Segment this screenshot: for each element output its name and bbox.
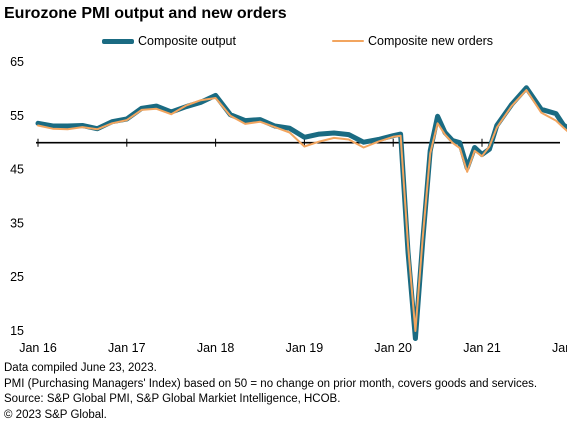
x-tick-label: Jan 19 bbox=[286, 341, 324, 355]
x-tick-label: Jan 17 bbox=[108, 341, 146, 355]
x-tick-label: Jan 16 bbox=[19, 341, 57, 355]
y-tick-label: 65 bbox=[10, 55, 24, 69]
legend-item-composite-output: Composite output bbox=[102, 34, 236, 48]
series-line-composite-output bbox=[35, 85, 567, 341]
chart-title: Eurozone PMI output and new orders bbox=[4, 5, 287, 22]
footnote-data-compiled: Data compiled June 23, 2023. bbox=[4, 362, 157, 374]
y-axis-ticks: 15 25 35 45 55 65 bbox=[10, 55, 24, 338]
legend-swatch-composite-new-orders bbox=[332, 40, 364, 42]
legend-label-composite-new-orders: Composite new orders bbox=[368, 34, 494, 48]
y-tick-label: 35 bbox=[10, 216, 24, 230]
y-tick-label: 25 bbox=[10, 270, 24, 284]
series-layer bbox=[35, 85, 567, 341]
x-tick-label: Jan 18 bbox=[197, 341, 235, 355]
footnotes: Data compiled June 23, 2023. PMI (Purcha… bbox=[4, 361, 537, 423]
series-line-composite-new-orders bbox=[37, 89, 567, 332]
x-tick-label: Jan 22 bbox=[552, 341, 567, 355]
x-tick-label: Jan 21 bbox=[463, 341, 501, 355]
legend-swatch-composite-output bbox=[102, 38, 134, 44]
footnote-source: Source: S&P Global PMI, S&P Global Marki… bbox=[4, 393, 341, 405]
x-tick-label: Jan 20 bbox=[374, 341, 412, 355]
y-tick-label: 45 bbox=[10, 163, 24, 177]
x-axis-ticks: Jan 16 Jan 17 Jan 18 Jan 19 Jan 20 Jan 21 Jan … bbox=[19, 138, 567, 355]
footnote-copyright: © 2023 S&P Global. bbox=[4, 408, 107, 421]
y-tick-label: 55 bbox=[10, 109, 24, 123]
y-tick-label: 15 bbox=[10, 324, 24, 338]
legend-item-composite-new-orders: Composite new orders bbox=[332, 34, 493, 48]
legend-label-composite-output: Composite output bbox=[138, 34, 236, 48]
footnote-pmi-definition: PMI (Purchasing Managers' Index) based o… bbox=[4, 377, 538, 390]
